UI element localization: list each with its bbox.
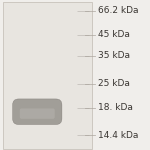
Text: 66.2 kDa: 66.2 kDa (98, 6, 139, 15)
Text: 18. kDa: 18. kDa (98, 103, 133, 112)
Bar (3, 2, 92, 148)
FancyBboxPatch shape (13, 99, 62, 124)
Text: 45 kDa: 45 kDa (98, 30, 130, 39)
Text: 25 kDa: 25 kDa (98, 80, 130, 88)
FancyBboxPatch shape (20, 108, 55, 119)
Text: 35 kDa: 35 kDa (98, 51, 130, 60)
Text: 14.4 kDa: 14.4 kDa (98, 130, 139, 140)
